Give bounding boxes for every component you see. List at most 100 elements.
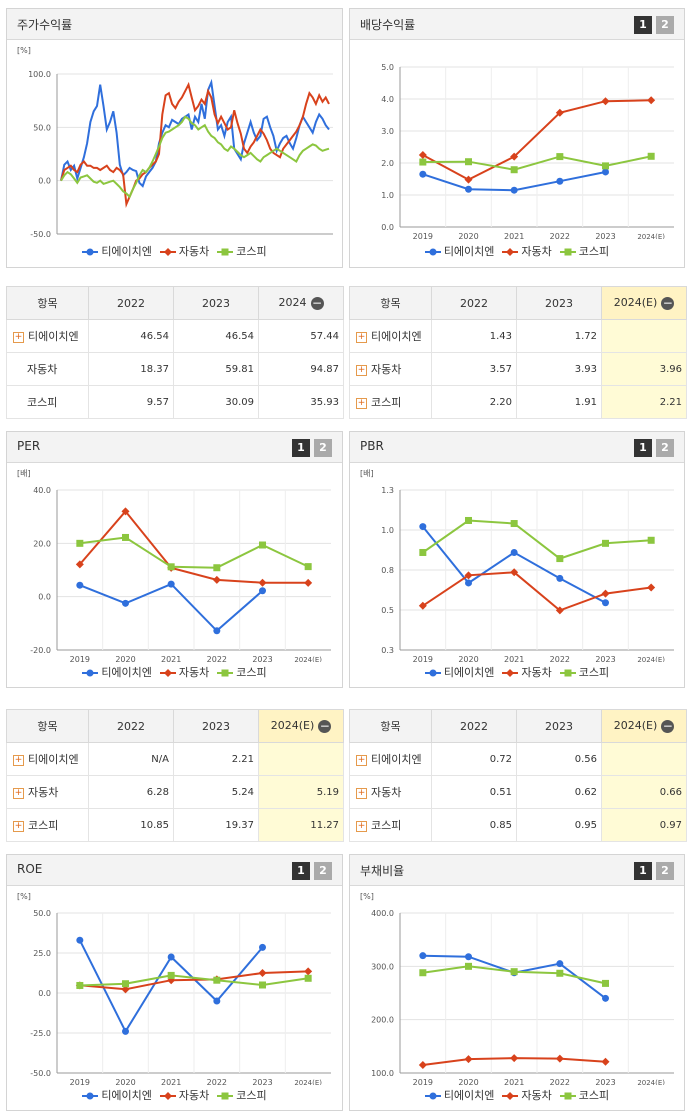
table-row: + 자동차 6.28 5.24 5.19	[6, 775, 344, 809]
plus-icon[interactable]: +	[13, 820, 24, 832]
minus-icon[interactable]: −	[661, 718, 675, 733]
y-unit-label: [배]	[17, 469, 31, 478]
panel-title: 배당수익률	[360, 18, 416, 32]
legend-item: 티에이치엔	[82, 243, 152, 259]
view-1-button[interactable]: 1	[634, 439, 652, 457]
data-point	[121, 985, 130, 994]
x-tick-label: 2024(E)	[294, 656, 322, 662]
legend-label: 코스피	[236, 245, 267, 258]
row-name: + 자동차	[349, 775, 432, 809]
y-tick-label: -50.0	[30, 1069, 51, 1078]
column-header: 2022	[88, 286, 174, 320]
view-2-button[interactable]: 2	[656, 439, 674, 457]
view-2-button[interactable]: 2	[314, 439, 332, 457]
legend-swatch	[559, 1092, 576, 1100]
legend-item: 자동차	[159, 1087, 209, 1103]
data-point	[304, 974, 312, 982]
plus-icon[interactable]: +	[13, 787, 24, 799]
view-1-button[interactable]: 1	[634, 862, 652, 880]
table-cell: N/A	[88, 742, 174, 776]
y-tick-label: 0.0	[38, 177, 51, 186]
data-point	[122, 533, 129, 541]
plus-icon[interactable]: +	[356, 820, 367, 832]
row-name: + 코스피	[349, 808, 432, 842]
minus-icon[interactable]: −	[310, 295, 324, 310]
row-name: + 코스피	[6, 808, 89, 842]
plus-icon[interactable]: +	[13, 754, 24, 766]
plus-icon[interactable]: +	[356, 397, 367, 409]
data-point	[556, 960, 564, 968]
data-point	[647, 536, 655, 544]
data-point	[602, 979, 609, 987]
legend-marker	[506, 1092, 515, 1100]
data-point	[465, 185, 472, 193]
x-tick-label: 2024(E)	[637, 656, 665, 662]
column-header: 항목	[6, 709, 89, 743]
column-header: 2024(E) −	[601, 709, 687, 743]
y-tick-label: 0.3	[381, 646, 394, 655]
panel-header: 주가수익률	[7, 9, 342, 40]
data-point	[510, 152, 519, 161]
data-point	[510, 186, 518, 194]
view-1-button[interactable]: 1	[292, 439, 310, 457]
legend-marker	[163, 1092, 172, 1100]
x-tick-label: 2021	[161, 655, 181, 662]
view-1-button[interactable]: 1	[292, 862, 310, 880]
panel-header: PBR 1 2	[350, 432, 684, 463]
table-cell: 6.28	[88, 775, 174, 809]
table-cell	[601, 319, 687, 353]
view-1-button[interactable]: 1	[634, 16, 652, 34]
minus-icon[interactable]: −	[661, 295, 675, 310]
legend-item: 티에이치엔	[424, 664, 495, 680]
row-name: + 자동차	[349, 352, 432, 386]
x-tick-label: 2019	[413, 232, 433, 239]
table-header-row: 항목 2022 2023 2024(E) −	[349, 286, 687, 320]
x-tick-label: 2022	[550, 655, 570, 662]
column-header: 2023	[173, 709, 259, 743]
chart-legend: 티에이치엔 자동차 코스피	[350, 664, 684, 680]
data-point	[602, 168, 609, 176]
column-header: 항목	[349, 286, 432, 320]
plus-icon[interactable]: +	[356, 787, 367, 799]
data-point	[465, 158, 472, 166]
y-tick-label: -25.0	[30, 1029, 51, 1038]
view-2-button[interactable]: 2	[656, 862, 674, 880]
plus-icon[interactable]: +	[356, 331, 367, 343]
pbr-table: 항목 2022 2023 2024(E) − + 티에이치엔 0.72 0.56 + 자동차 0.51…	[349, 709, 687, 842]
legend-swatch	[217, 248, 234, 256]
data-point	[647, 96, 656, 105]
data-point	[556, 969, 564, 977]
view-2-button[interactable]: 2	[656, 16, 674, 34]
panel-title: PBR	[360, 439, 384, 453]
data-point	[258, 578, 267, 587]
data-point	[555, 1054, 564, 1063]
plus-icon[interactable]: +	[356, 754, 367, 766]
data-point	[212, 575, 221, 584]
series-line	[422, 519, 652, 560]
legend-item: 자동차	[502, 664, 552, 680]
view-2-button[interactable]: 2	[314, 862, 332, 880]
chart-legend: 티에이치엔 자동차 코스피	[7, 664, 342, 680]
legend-marker	[429, 1092, 437, 1100]
plus-icon[interactable]: +	[13, 331, 24, 343]
table-cell: 0.66	[601, 775, 687, 809]
table-cell: 18.37	[88, 352, 174, 386]
table-row: + 코스피 10.85 19.37 11.27	[6, 808, 344, 842]
column-header: 항목	[6, 286, 89, 320]
minus-icon[interactable]: −	[318, 718, 332, 733]
plus-icon[interactable]: +	[356, 364, 367, 376]
table-cell: 0.51	[431, 775, 517, 809]
row-name: + 티에이치엔	[349, 319, 432, 353]
row-name: 코스피	[6, 385, 89, 419]
data-point	[601, 589, 610, 598]
y-tick-label: 5.0	[381, 63, 394, 72]
y-tick-label: 0.8	[381, 566, 394, 575]
legend-swatch	[502, 1092, 519, 1100]
per-chart-panel: PER 1 2 [배] 40.0 20.0 0.0 -20.0 2019 2020 2021 2…	[6, 431, 343, 688]
legend-marker	[221, 248, 229, 256]
series-line	[422, 571, 652, 612]
table-cell	[258, 742, 344, 776]
legend-swatch	[502, 669, 519, 677]
legend-swatch	[502, 248, 519, 256]
legend-label: 티에이치엔	[443, 666, 495, 679]
